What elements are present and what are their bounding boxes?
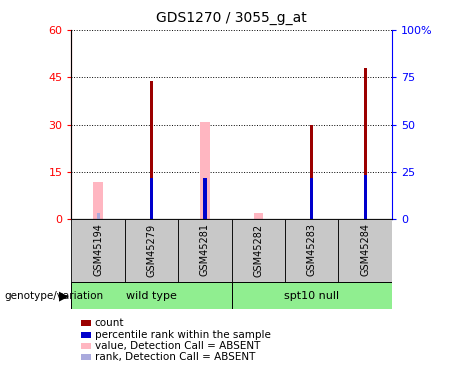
Text: wild type: wild type	[126, 291, 177, 301]
Bar	[71, 219, 125, 283]
Bar	[178, 219, 231, 283]
Text: genotype/variation: genotype/variation	[5, 291, 104, 301]
Bar	[71, 282, 231, 309]
Text: GSM45283: GSM45283	[307, 224, 317, 276]
Text: GSM45194: GSM45194	[93, 224, 103, 276]
Text: percentile rank within the sample: percentile rank within the sample	[95, 330, 271, 339]
Text: count: count	[95, 318, 124, 328]
Bar	[364, 175, 367, 219]
Bar	[310, 124, 313, 219]
Text: value, Detection Call = ABSENT: value, Detection Call = ABSENT	[95, 341, 260, 351]
Text: rank, Detection Call = ABSENT: rank, Detection Call = ABSENT	[95, 352, 255, 362]
Bar	[254, 213, 263, 219]
Text: ▶: ▶	[59, 290, 68, 302]
Bar	[285, 219, 338, 283]
Bar	[93, 182, 103, 219]
Bar	[200, 122, 210, 219]
Bar	[231, 282, 392, 309]
Bar	[310, 178, 313, 219]
Bar	[364, 68, 367, 219]
Bar	[125, 219, 178, 283]
Text: GSM45284: GSM45284	[360, 224, 370, 276]
Text: spt10 null: spt10 null	[284, 291, 339, 301]
Bar	[338, 219, 392, 283]
Bar	[97, 213, 100, 219]
Bar	[231, 219, 285, 283]
Text: GSM45281: GSM45281	[200, 224, 210, 276]
Bar	[203, 178, 207, 219]
Bar	[150, 81, 153, 219]
Bar	[150, 178, 153, 219]
Title: GDS1270 / 3055_g_at: GDS1270 / 3055_g_at	[156, 11, 307, 25]
Text: GSM45279: GSM45279	[147, 224, 157, 276]
Text: GSM45282: GSM45282	[254, 224, 263, 276]
